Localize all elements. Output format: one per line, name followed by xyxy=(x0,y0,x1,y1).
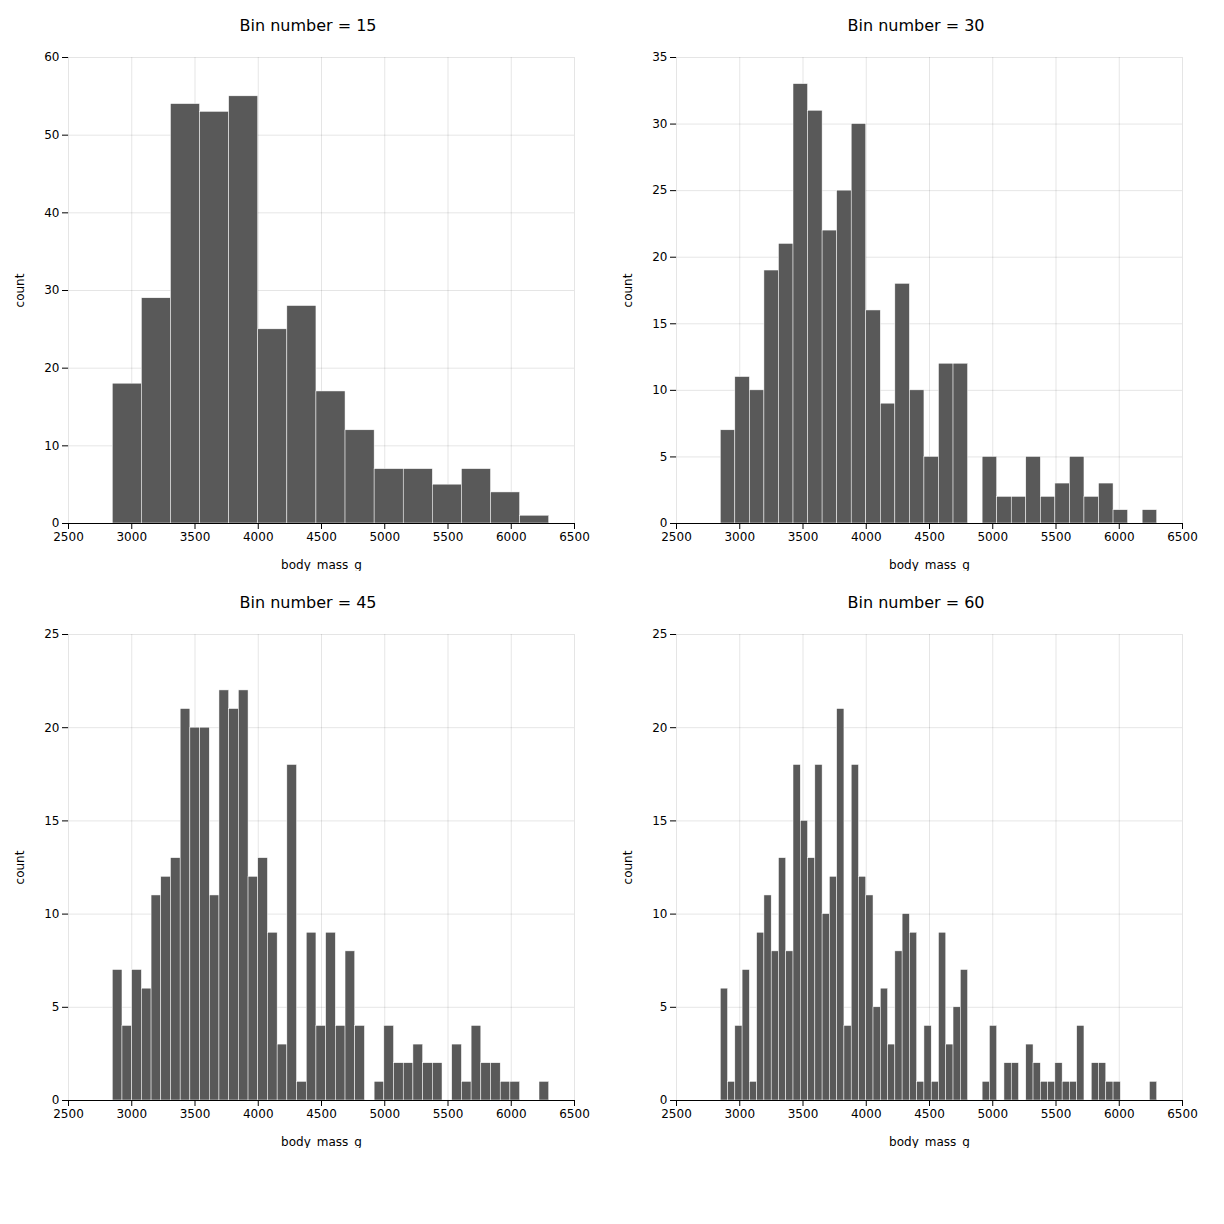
svg-text:4000: 4000 xyxy=(851,1107,882,1121)
svg-text:4000: 4000 xyxy=(851,530,882,544)
svg-text:20: 20 xyxy=(652,721,667,735)
svg-text:5: 5 xyxy=(52,1000,60,1014)
svg-text:3500: 3500 xyxy=(180,1107,211,1121)
svg-text:50: 50 xyxy=(44,128,59,142)
svg-text:10: 10 xyxy=(44,439,59,453)
svg-text:20: 20 xyxy=(652,250,667,264)
svg-text:count: count xyxy=(621,273,635,307)
svg-text:5500: 5500 xyxy=(1041,1107,1072,1121)
svg-text:4000: 4000 xyxy=(243,1107,274,1121)
svg-text:body_mass_g: body_mass_g xyxy=(889,558,970,572)
html-text:Bin number = 60: Bin number = 60 xyxy=(847,593,985,612)
svg-text:body_mass_g: body_mass_g xyxy=(281,1135,362,1149)
svg-text:4500: 4500 xyxy=(306,1107,337,1121)
svg-text:25: 25 xyxy=(652,627,667,641)
svg-text:3500: 3500 xyxy=(180,530,211,544)
svg-text:3000: 3000 xyxy=(116,530,147,544)
html-text:Bin number = 15: Bin number = 15 xyxy=(239,16,377,35)
svg-text:3000: 3000 xyxy=(724,530,755,544)
svg-text:6500: 6500 xyxy=(559,530,590,544)
svg-text:5000: 5000 xyxy=(369,530,400,544)
svg-text:6500: 6500 xyxy=(1167,530,1198,544)
svg-text:5500: 5500 xyxy=(433,1107,464,1121)
svg-text:body_mass_g: body_mass_g xyxy=(889,1135,970,1149)
svg-text:30: 30 xyxy=(44,283,59,297)
svg-text:count: count xyxy=(13,850,27,884)
svg-text:2500: 2500 xyxy=(53,1107,84,1121)
svg-text:10: 10 xyxy=(44,907,59,921)
svg-text:5: 5 xyxy=(660,1000,668,1014)
svg-text:5: 5 xyxy=(660,450,668,464)
svg-text:60: 60 xyxy=(44,50,59,64)
svg-text:count: count xyxy=(621,850,635,884)
svg-text:0: 0 xyxy=(660,516,668,530)
svg-text:6000: 6000 xyxy=(496,1107,527,1121)
svg-text:20: 20 xyxy=(44,361,59,375)
html-text:Bin number = 30: Bin number = 30 xyxy=(847,16,985,35)
svg-text:3500: 3500 xyxy=(788,530,819,544)
svg-text:2500: 2500 xyxy=(661,1107,692,1121)
svg-text:body_mass_g: body_mass_g xyxy=(281,558,362,572)
svg-text:2500: 2500 xyxy=(661,530,692,544)
svg-text:6500: 6500 xyxy=(1167,1107,1198,1121)
svg-text:20: 20 xyxy=(44,721,59,735)
svg-text:6000: 6000 xyxy=(496,530,527,544)
svg-text:2500: 2500 xyxy=(53,530,84,544)
svg-text:35: 35 xyxy=(652,50,667,64)
svg-text:10: 10 xyxy=(652,907,667,921)
svg-text:15: 15 xyxy=(44,814,59,828)
svg-text:25: 25 xyxy=(652,183,667,197)
svg-text:count: count xyxy=(13,273,27,307)
svg-text:25: 25 xyxy=(44,627,59,641)
svg-text:4500: 4500 xyxy=(306,530,337,544)
svg-text:6500: 6500 xyxy=(559,1107,590,1121)
svg-text:5500: 5500 xyxy=(433,530,464,544)
svg-text:15: 15 xyxy=(652,814,667,828)
svg-text:40: 40 xyxy=(44,206,59,220)
svg-text:5500: 5500 xyxy=(1041,530,1072,544)
svg-text:0: 0 xyxy=(52,516,60,530)
svg-text:6000: 6000 xyxy=(1104,1107,1135,1121)
svg-text:3000: 3000 xyxy=(724,1107,755,1121)
svg-text:3000: 3000 xyxy=(116,1107,147,1121)
svg-text:5000: 5000 xyxy=(977,530,1008,544)
svg-text:6000: 6000 xyxy=(1104,530,1135,544)
svg-text:0: 0 xyxy=(660,1093,668,1107)
svg-text:4500: 4500 xyxy=(914,530,945,544)
svg-text:30: 30 xyxy=(652,117,667,131)
svg-text:5000: 5000 xyxy=(977,1107,1008,1121)
html-text:Bin number = 45: Bin number = 45 xyxy=(239,593,377,612)
svg-text:0: 0 xyxy=(52,1093,60,1107)
svg-text:5000: 5000 xyxy=(369,1107,400,1121)
svg-text:4500: 4500 xyxy=(914,1107,945,1121)
svg-text:3500: 3500 xyxy=(788,1107,819,1121)
svg-text:10: 10 xyxy=(652,383,667,397)
svg-text:4000: 4000 xyxy=(243,530,274,544)
svg-text:15: 15 xyxy=(652,317,667,331)
